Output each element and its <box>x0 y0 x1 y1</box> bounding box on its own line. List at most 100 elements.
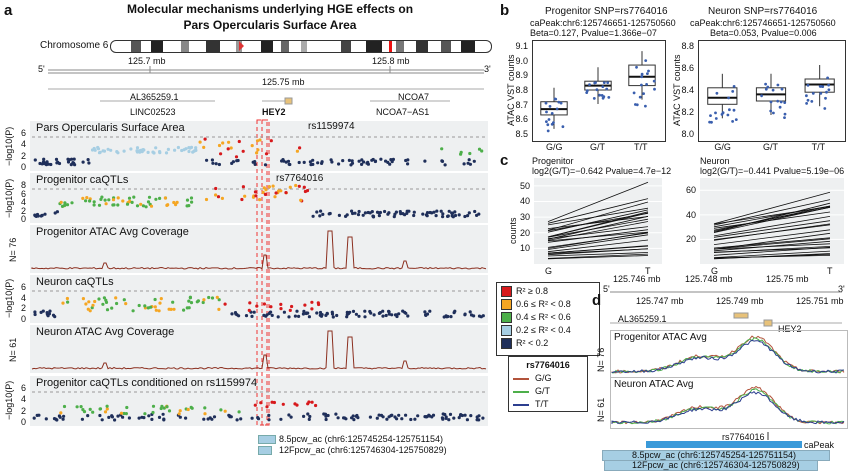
snp-point <box>351 309 356 313</box>
box-point <box>823 107 827 110</box>
snp-point <box>287 315 291 319</box>
snp-point <box>88 407 92 411</box>
snp-point <box>116 414 120 418</box>
snp-point <box>157 415 162 419</box>
snp-point <box>406 314 410 318</box>
snp-point <box>66 157 70 161</box>
snp-point <box>130 200 134 204</box>
snp-point <box>466 214 470 218</box>
snp-point <box>288 308 292 312</box>
pair-line <box>547 226 649 239</box>
box-point <box>766 85 770 89</box>
snp-point <box>270 400 274 404</box>
snp-point <box>113 418 117 422</box>
snp-point <box>146 306 150 310</box>
snp-point <box>125 202 130 206</box>
snp-point <box>102 149 107 153</box>
box-point <box>734 118 738 121</box>
snp-point <box>205 158 209 162</box>
snp-point <box>101 302 105 306</box>
pair-line <box>547 212 649 238</box>
snp-point <box>318 214 322 218</box>
snp-point <box>247 308 251 312</box>
snp-point <box>302 414 306 418</box>
panel-d-letter: d <box>592 292 602 309</box>
snp-point <box>457 213 461 217</box>
d-end-3: 3' <box>838 284 845 294</box>
snp-point <box>151 150 155 154</box>
snp-point <box>366 160 370 164</box>
box-point <box>588 83 591 86</box>
snp-point <box>41 309 45 313</box>
axis-tick: 6 <box>20 128 26 138</box>
snp-point <box>452 416 456 420</box>
snp-point <box>98 150 102 154</box>
box-point <box>606 81 610 84</box>
snp-point <box>39 214 43 218</box>
snp-point <box>146 200 151 204</box>
axis-category: T <box>827 266 833 276</box>
snp-point <box>251 160 255 164</box>
snp-point <box>103 410 108 414</box>
box-point <box>544 101 548 105</box>
snp-point <box>467 211 471 215</box>
axis-category: G <box>545 266 553 276</box>
snp-point <box>211 161 215 165</box>
snp-point <box>42 162 47 166</box>
axis-tick: 50 <box>519 180 530 191</box>
box-point <box>545 120 548 123</box>
d-snp: rs7764016 <box>722 432 765 442</box>
snp-point <box>104 202 108 206</box>
box-point <box>819 92 823 95</box>
snp-point <box>356 213 361 217</box>
legend-label: R² ≥ 0.8 <box>516 286 548 296</box>
snp-point <box>171 300 175 304</box>
d-tick-b2: 125.749 mb <box>716 296 764 306</box>
scale-end-3: 3' <box>484 64 491 74</box>
snp-point <box>248 301 252 305</box>
axis-tick: 6 <box>20 383 26 393</box>
snp-point <box>137 416 141 420</box>
snp-point <box>421 212 425 216</box>
snp-point <box>262 313 266 317</box>
box-point <box>806 98 810 102</box>
track-label-2: Progenitor caQTLs <box>36 174 129 186</box>
box-point <box>827 88 831 92</box>
snp-point <box>144 205 148 209</box>
snp-point <box>177 412 181 416</box>
box-point <box>546 129 550 133</box>
snp-point <box>299 198 303 202</box>
snp-point <box>373 159 377 164</box>
snp-point <box>80 417 84 421</box>
snp-point <box>381 314 385 318</box>
snp-point <box>105 404 109 408</box>
axis-tick: 4 <box>20 292 26 303</box>
snp-point <box>363 211 367 215</box>
axis-category: G <box>711 266 719 276</box>
snp-point <box>331 315 335 319</box>
axis-tick: 2 <box>20 205 26 216</box>
snp-point <box>86 307 90 311</box>
axis-tick: 4 <box>20 394 26 405</box>
snp-point <box>207 295 211 300</box>
snp-point <box>105 308 110 312</box>
gene-ncoa7: NCOA7 <box>398 92 430 102</box>
snp-point <box>253 190 257 194</box>
snp-point <box>394 210 398 214</box>
axis-tick: 4 <box>20 197 26 207</box>
snp-point <box>157 309 161 313</box>
snp-point <box>463 413 467 417</box>
d-exon <box>733 312 749 319</box>
snp-point <box>327 212 331 216</box>
snp-point <box>480 149 484 153</box>
snp-point <box>263 163 268 167</box>
box-point <box>647 69 650 73</box>
snp-point <box>425 415 429 419</box>
snp-point <box>307 400 311 404</box>
snp-point <box>287 413 291 417</box>
snp-point <box>295 309 299 313</box>
snp-point <box>357 314 361 318</box>
snp-point <box>269 310 273 314</box>
